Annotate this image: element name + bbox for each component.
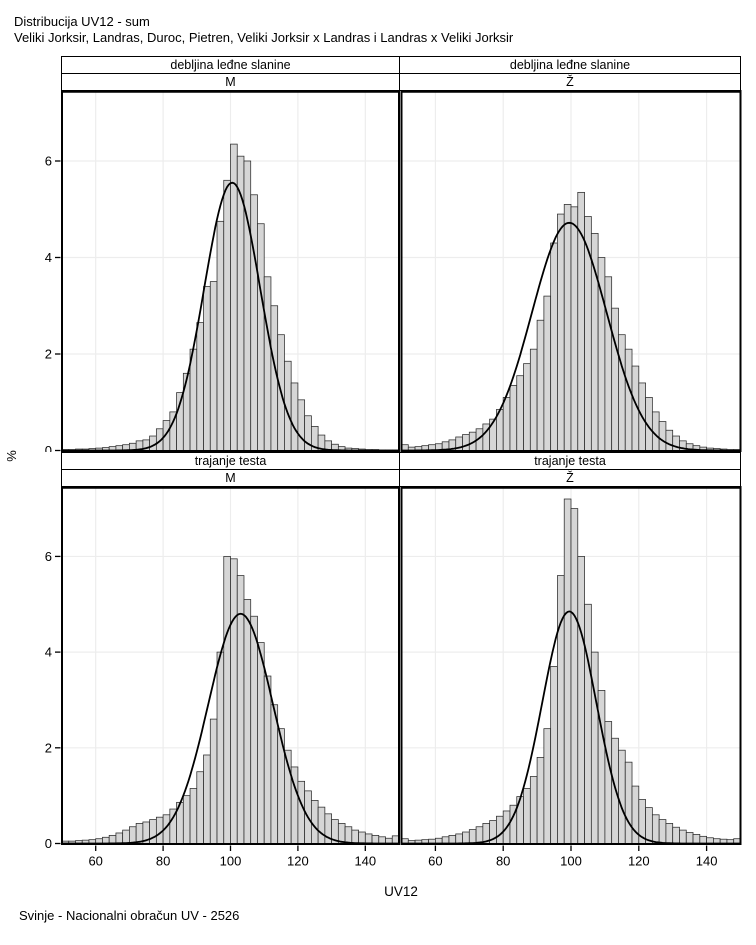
svg-text:2: 2: [45, 346, 52, 361]
svg-text:4: 4: [45, 645, 52, 660]
panel-header-variable-top-right: debljina leđne slanine: [399, 56, 741, 74]
svg-text:0: 0: [45, 443, 52, 452]
panel-header-variable-bottom-right: trajanje testa: [399, 452, 741, 470]
svg-text:80: 80: [496, 854, 510, 869]
y-axis-title: %: [4, 450, 19, 462]
plot-panel-top-right: [400, 89, 756, 452]
panel-header-label: M: [225, 74, 236, 89]
svg-text:140: 140: [696, 854, 718, 869]
plot-panel-top-left: 0 2 4 6: [30, 89, 401, 458]
panel-header-label: debljina leđne slanine: [509, 57, 631, 72]
chart-title: Distribucija UV12 - sum: [14, 14, 150, 29]
svg-text:2: 2: [45, 740, 52, 755]
panel-header-sex-top-left: M: [61, 73, 400, 91]
svg-text:80: 80: [156, 854, 170, 869]
panel-header-variable-bottom-left: trajanje testa: [61, 452, 400, 470]
panel-header-sex-top-right: Ž: [399, 73, 741, 91]
panel-header-label: trajanje testa: [194, 453, 267, 468]
svg-text:100: 100: [560, 854, 582, 869]
panel-header-label: M: [225, 470, 236, 485]
panel-header-label: trajanje testa: [534, 453, 606, 468]
svg-text:120: 120: [628, 854, 650, 869]
svg-text:60: 60: [428, 854, 442, 869]
plot-panel-bottom-right: 60 80 100 120 140: [400, 485, 756, 872]
svg-text:4: 4: [45, 250, 52, 265]
plot-panel-bottom-left: 0 2 4 6 60 80 100 120 140: [30, 485, 401, 872]
panel-header-sex-bottom-right: Ž: [399, 469, 741, 487]
svg-text:60: 60: [88, 854, 102, 869]
svg-text:6: 6: [45, 153, 52, 168]
chart-subtitle: Veliki Jorksir, Landras, Duroc, Pietren,…: [14, 30, 514, 45]
svg-text:140: 140: [354, 854, 376, 869]
panel-header-sex-bottom-left: M: [61, 469, 400, 487]
panel-header-variable-top-left: debljina leđne slanine: [61, 56, 400, 74]
svg-text:6: 6: [45, 549, 52, 564]
x-axis-title: UV12: [384, 884, 418, 899]
panel-header-label: Ž: [566, 470, 574, 485]
panel-header-label: Ž: [566, 74, 574, 89]
svg-text:120: 120: [287, 854, 309, 869]
svg-text:100: 100: [220, 854, 242, 869]
footer-note: Svinje - Nacionalni obračun UV - 2526: [19, 908, 240, 923]
panel-header-label: debljina leđne slanine: [170, 57, 291, 72]
svg-text:0: 0: [45, 836, 52, 851]
